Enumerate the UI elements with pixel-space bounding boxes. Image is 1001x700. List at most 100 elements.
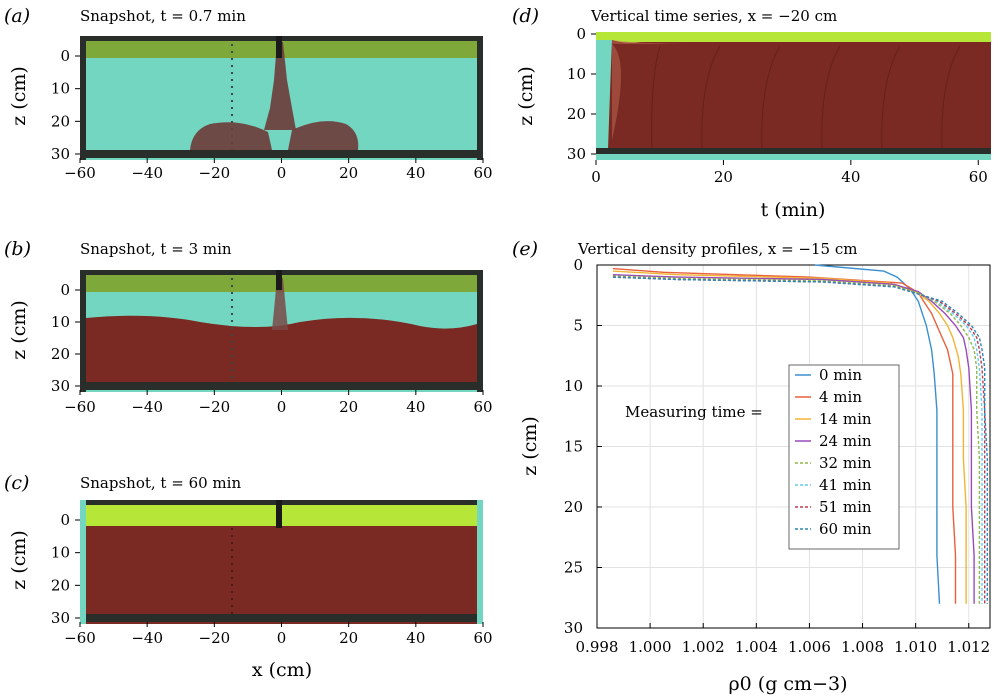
y-axis-label: z (cm): [8, 66, 30, 126]
y-tick-label: 30: [51, 145, 70, 163]
nozzle: [276, 500, 282, 528]
x-tick-label: 1.012: [947, 638, 990, 656]
series-line-32-min: [612, 275, 981, 604]
dense-layer: [86, 315, 477, 388]
panel-d: (d) Vertical time series, x = −20 cm 0 20…: [512, 5, 991, 221]
tank-right-wall: [477, 270, 483, 392]
panel-a-title: Snapshot, t = 0.7 min: [80, 7, 246, 25]
x-tick-label: 40: [406, 164, 425, 182]
legend: 0 min 4 min 14 min 24 min 32 min 41 min 51 min…: [788, 364, 900, 550]
x-tick-label: −40: [131, 398, 163, 416]
panel-e-x-axis-label: ρ0 (g cm−3): [729, 673, 848, 695]
plume-stem: [272, 278, 288, 330]
snapshot-c-image: [80, 500, 483, 624]
tank-right-wall: [477, 36, 483, 160]
panel-a-label: (a): [4, 5, 30, 27]
panel-d-title: Vertical time series, x = −20 cm: [590, 7, 837, 25]
y-tick-label: 10: [51, 80, 70, 98]
x-tick-label: −60: [64, 398, 96, 416]
y-tick-label: 30: [567, 145, 586, 163]
x-tick-label: 0: [277, 164, 287, 182]
panel-b: (b) Snapshot, t = 3 min: [4, 238, 483, 392]
y-tick-label: 0: [576, 25, 586, 43]
x-tick-label: 0: [277, 629, 287, 647]
y-tick-label: 0: [60, 47, 70, 65]
y-axis-label: z (cm): [515, 66, 537, 126]
y-axis-label: z (cm): [8, 530, 30, 590]
legend-label: 0 min: [819, 366, 862, 384]
tank-bottom-rail: [80, 150, 483, 158]
x-tick-label: 60: [473, 164, 492, 182]
bottom-strip: [596, 154, 991, 160]
y-tick-label: 20: [51, 112, 70, 130]
plume-right-lobe: [288, 121, 359, 150]
y-tick-label: 0: [573, 256, 583, 274]
panel-e: (e) Vertical density profiles, x = −15 c…: [512, 238, 991, 695]
x-tick-label: −20: [199, 398, 231, 416]
tank-left-wall: [80, 500, 86, 624]
panel-e-title: Vertical density profiles, x = −15 cm: [577, 240, 857, 258]
y-tick-label: 30: [564, 619, 583, 637]
x-tick-label: 1.010: [894, 638, 937, 656]
panel-d-x-axis-label: t (min): [761, 199, 826, 221]
x-tick-label: 0.998: [576, 638, 619, 656]
x-tick-label: 20: [339, 629, 358, 647]
legend-label: 14 min: [819, 410, 872, 428]
y-tick-label: 30: [51, 377, 70, 395]
x-tick-label: −60: [64, 164, 96, 182]
x-tick-label: 0: [277, 398, 287, 416]
y-tick-label: 10: [564, 377, 583, 395]
series-line-60-min: [612, 276, 988, 604]
y-tick-label: 20: [51, 576, 70, 594]
series-line-4-min: [612, 267, 957, 604]
density-chart: 0.998 1.000 1.002 1.004 1.006 1.008 1.010 1.012…: [564, 256, 991, 656]
snapshot-x-axis-label: x (cm): [252, 659, 312, 681]
legend-label: 4 min: [819, 388, 862, 406]
panel-c: (c) Snapshot, t = 60 min: [4, 472, 483, 624]
x-tick-label: 60: [473, 398, 492, 416]
x-tick-label: 0: [591, 168, 601, 186]
dense-region: [596, 32, 991, 160]
x-tick-label: 40: [406, 629, 425, 647]
x-tick-label: −20: [199, 629, 231, 647]
x-tick-label: 20: [339, 164, 358, 182]
tank-left-wall: [80, 36, 86, 160]
x-tick-label: 1.008: [841, 638, 884, 656]
y-tick-label: 5: [573, 317, 583, 335]
nozzle: [276, 270, 282, 290]
legend-box: [788, 364, 900, 550]
x-tick-label: 40: [406, 398, 425, 416]
x-tick-label: 1.000: [629, 638, 672, 656]
x-tick-label: 40: [841, 168, 860, 186]
legend-label: 41 min: [819, 476, 872, 494]
series-line-0-min: [814, 264, 941, 604]
series-line-14-min: [612, 270, 967, 604]
x-tick-label: −40: [131, 164, 163, 182]
y-tick-label: 10: [51, 544, 70, 562]
tank-right-wall: [477, 500, 483, 624]
y-tick-label: 25: [564, 559, 583, 577]
x-tick-label: 20: [714, 168, 733, 186]
x-tick-label: −60: [64, 629, 96, 647]
bottom-rail: [596, 148, 991, 154]
x-tick-label: −40: [131, 629, 163, 647]
legend-prefix: Measuring time =: [625, 403, 763, 421]
tank-bottom-rail: [80, 614, 483, 622]
plume-left-lobe: [190, 122, 272, 150]
legend-label: 60 min: [819, 520, 872, 538]
plume-stem: [264, 42, 296, 130]
panel-c-title: Snapshot, t = 60 min: [80, 474, 241, 492]
panel-e-label: (e): [512, 238, 538, 260]
snapshot-axes: −60 −40 −20 0 20 40 60 0 10 20 30 z (cm) −60 −40 −20 0 2…: [8, 47, 493, 647]
front-streaks: [651, 45, 961, 151]
x-tick-label: −20: [199, 164, 231, 182]
y-tick-label: 10: [51, 313, 70, 331]
legend-label: 51 min: [819, 498, 872, 516]
y-tick-label: 15: [564, 438, 583, 456]
tank-left-wall: [80, 270, 86, 392]
panel-b-title: Snapshot, t = 3 min: [80, 240, 232, 258]
y-tick-label: 20: [567, 105, 586, 123]
ambient-early: [596, 40, 612, 150]
tank-bottom-rail: [80, 382, 483, 390]
